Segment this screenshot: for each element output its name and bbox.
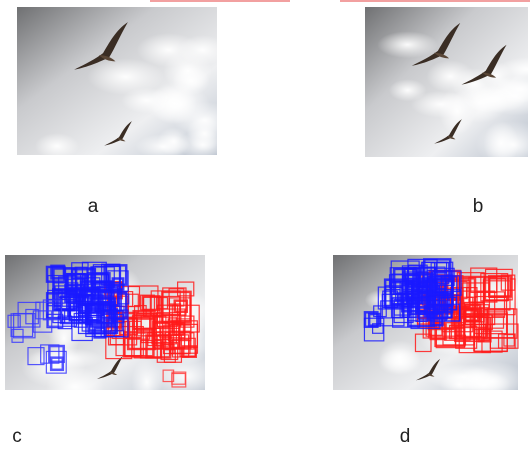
cloud [379,340,421,374]
photo-c [5,255,226,407]
photo-a [17,7,236,160]
cloud [440,373,480,397]
panel-label: b [473,196,484,217]
cloud [35,133,79,159]
photo-b [365,7,530,168]
panel-label: a [88,196,99,217]
cloud [462,86,526,113]
cloud [389,79,427,101]
cloud [121,88,172,114]
panel-label: d [400,426,411,447]
cloud [377,31,438,58]
figure: a b c d [0,0,530,449]
cloud [135,134,191,159]
cloud [178,35,226,65]
photo-d [333,255,530,402]
panel-label: c [12,426,22,447]
cloud [172,66,210,95]
page: a b c d (() => { const data = JSON.parse… [0,0,530,449]
